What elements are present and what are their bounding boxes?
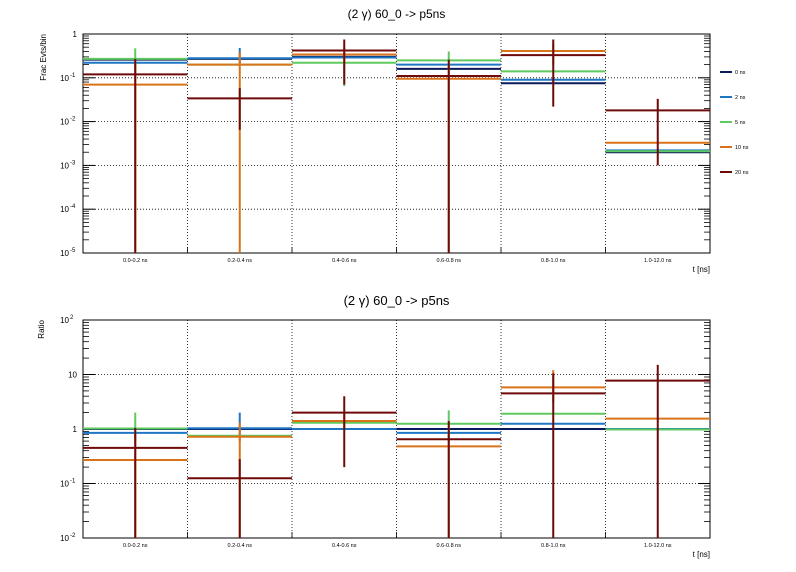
chart1-ytick-label: 10 — [60, 74, 69, 83]
chart1-ytick-label: 1 — [73, 30, 78, 39]
chart2-x-axis-label: t [ns] — [693, 550, 710, 559]
chart1-ytick-exp: -2 — [70, 117, 76, 123]
chart1-xtick-label: 1.0-12.0 ns — [644, 258, 672, 264]
chart2-y-axis-label: Ratio — [37, 319, 46, 338]
chart2-ytick-exp: 2 — [70, 315, 74, 321]
chart2-title: (2 γ) 60_0 -> p5ns — [344, 293, 450, 308]
chart1-ytick-label: 10 — [60, 118, 69, 127]
chart1-xtick-label: 0.4-0.6 ns — [332, 258, 357, 264]
chart2-xtick-label: 0.8-1.0 ns — [541, 543, 566, 549]
chart2-xtick-label: 0.6-0.8 ns — [437, 543, 462, 549]
chart1-ytick-exp: -4 — [70, 204, 76, 210]
chart1-legend-label: 5 ns — [735, 120, 746, 126]
chart2-ytick-label: 10 — [60, 534, 69, 543]
chart2-xtick-label: 0.0-0.2 ns — [123, 543, 148, 549]
chart2-ytick-label: 10 — [68, 371, 77, 380]
chart1-xtick-label: 0.8-1.0 ns — [541, 258, 566, 264]
chart2-xtick-label: 1.0-12.0 ns — [644, 543, 672, 549]
chart1-ytick-label: 10 — [60, 205, 69, 214]
chart2-xtick-label: 0.4-0.6 ns — [332, 543, 357, 549]
chart1-y-axis-label: Frac Evts/bin — [39, 34, 48, 81]
chart2-ytick-exp: -1 — [70, 479, 76, 485]
chart1-xtick-label: 0.2-0.4 ns — [228, 258, 253, 264]
chart1-ytick-label: 10 — [60, 249, 69, 258]
chart1-ytick-exp: -5 — [70, 248, 76, 254]
chart1-legend-label: 20 ns — [735, 170, 749, 176]
chart1-xtick-label: 0.0-0.2 ns — [123, 258, 148, 264]
chart1-legend-label: 2 ns — [735, 95, 746, 101]
chart2-ytick-label: 10 — [60, 316, 69, 325]
chart1-xtick-label: 0.6-0.8 ns — [437, 258, 462, 264]
chart2-xtick-label: 0.2-0.4 ns — [228, 543, 253, 549]
chart1-ytick-exp: -1 — [70, 73, 76, 79]
chart1-legend-label: 0 ns — [735, 70, 746, 76]
chart1-legend-label: 10 ns — [735, 145, 749, 151]
chart1-ytick-label: 10 — [60, 161, 69, 170]
chart1-x-axis-label: t [ns] — [693, 265, 710, 274]
chart2-ytick-label: 1 — [73, 425, 78, 434]
chart1-title: (2 γ) 60_0 -> p5ns — [348, 7, 446, 21]
chart2-ytick-exp: -2 — [70, 533, 76, 539]
chart2-ytick-label: 10 — [60, 480, 69, 489]
chart1-ytick-exp: -3 — [70, 160, 76, 166]
